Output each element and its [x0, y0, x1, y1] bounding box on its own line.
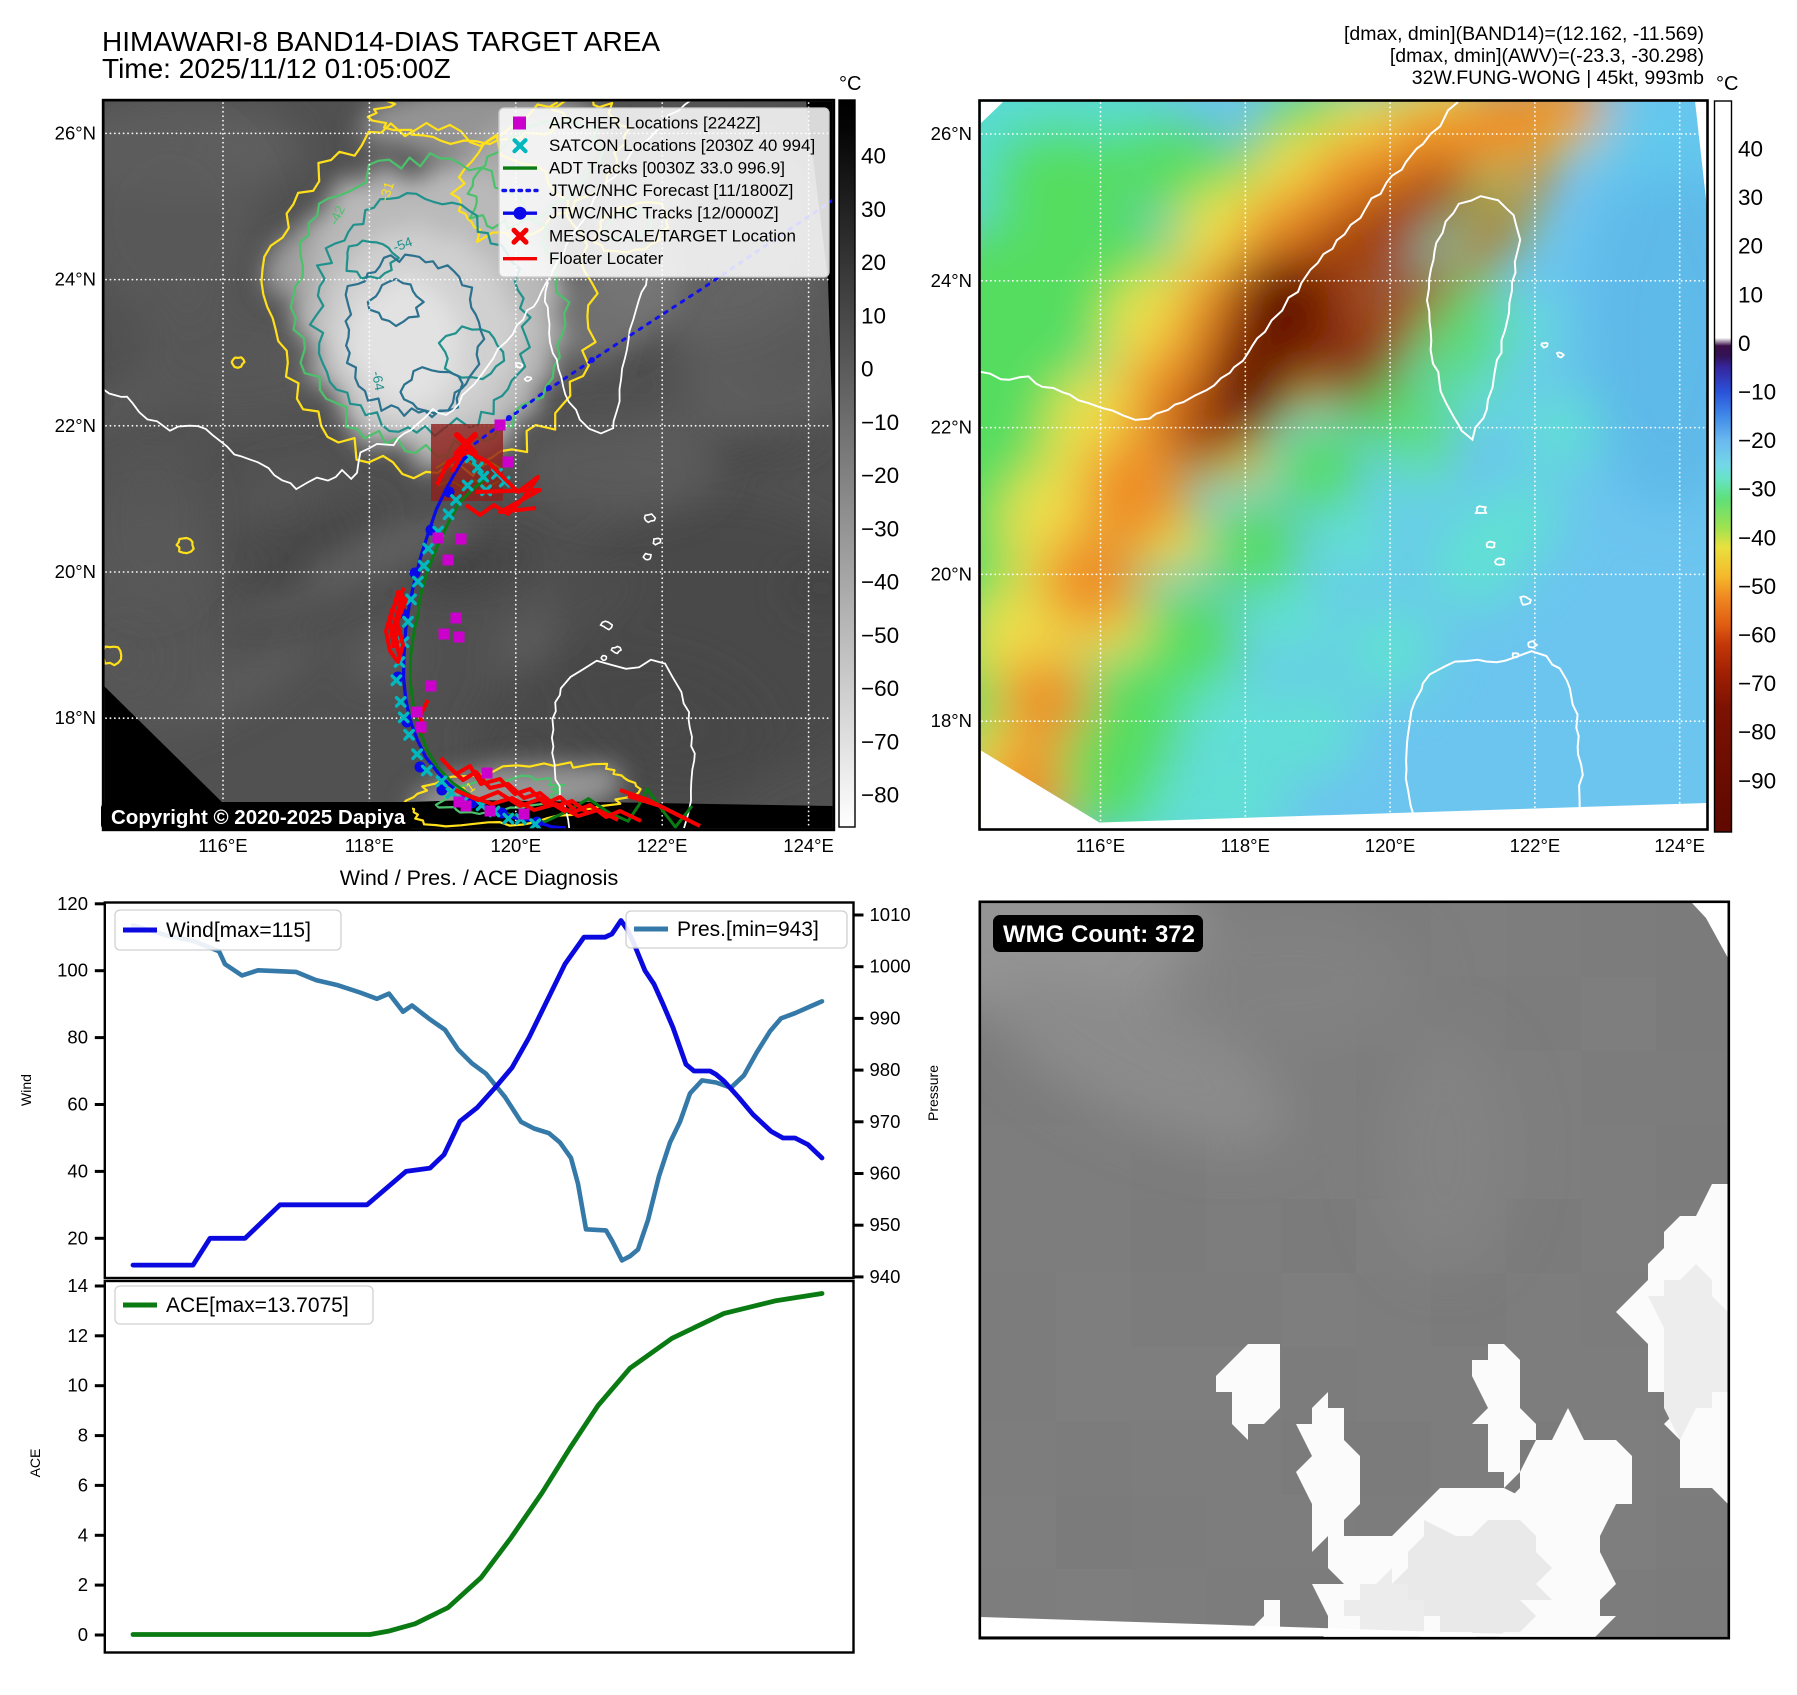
- svg-text:[dmax, dmin](AWV)=(-23.3, -30.: [dmax, dmin](AWV)=(-23.3, -30.298): [1390, 45, 1704, 67]
- svg-text:26°N: 26°N: [931, 123, 972, 144]
- svg-text:80: 80: [67, 1027, 88, 1048]
- svg-text:10: 10: [67, 1375, 88, 1396]
- svg-text:20: 20: [861, 250, 886, 275]
- svg-text:Copyright © 2020-2025 Dapiya: Copyright © 2020-2025 Dapiya: [111, 806, 406, 829]
- svg-text:20°N: 20°N: [55, 561, 96, 582]
- svg-text:Time: 2025/11/12 01:05:00Z: Time: 2025/11/12 01:05:00Z: [102, 53, 451, 84]
- svg-text:124°E: 124°E: [1654, 835, 1705, 856]
- svg-text:°C: °C: [1716, 73, 1738, 95]
- svg-text:122°E: 122°E: [1510, 835, 1561, 856]
- svg-text:Wind / Pres. / ACE Diagnosis: Wind / Pres. / ACE Diagnosis: [340, 866, 618, 890]
- svg-text:−70: −70: [861, 729, 899, 754]
- svg-text:0: 0: [861, 357, 874, 382]
- svg-text:ACE: ACE: [27, 1449, 43, 1478]
- svg-text:116°E: 116°E: [1076, 835, 1125, 856]
- svg-text:1000: 1000: [870, 956, 911, 977]
- svg-text:−30: −30: [861, 516, 899, 541]
- svg-text:20: 20: [67, 1227, 88, 1248]
- svg-text:12: 12: [67, 1325, 88, 1346]
- svg-text:980: 980: [870, 1059, 901, 1080]
- svg-text:118°E: 118°E: [345, 835, 394, 856]
- svg-text:60: 60: [67, 1094, 88, 1115]
- svg-text:20: 20: [1738, 234, 1763, 259]
- svg-text:Floater Locater: Floater Locater: [549, 249, 664, 268]
- svg-text:[dmax, dmin](BAND14)=(12.162,: [dmax, dmin](BAND14)=(12.162, -11.569): [1344, 23, 1704, 45]
- svg-text:0: 0: [78, 1624, 88, 1645]
- svg-text:10: 10: [1738, 282, 1763, 307]
- svg-text:−40: −40: [1738, 525, 1776, 550]
- svg-text:ACE[max=13.7075]: ACE[max=13.7075]: [166, 1294, 349, 1317]
- svg-text:120: 120: [57, 893, 88, 914]
- svg-text:0: 0: [1738, 331, 1751, 356]
- svg-text:−10: −10: [861, 410, 899, 435]
- svg-text:8: 8: [78, 1425, 88, 1446]
- svg-text:940: 940: [870, 1266, 901, 1287]
- svg-text:18°N: 18°N: [55, 707, 96, 728]
- svg-text:10: 10: [861, 303, 886, 328]
- svg-text:100: 100: [57, 960, 88, 981]
- svg-text:HIMAWARI-8 BAND14-DIAS TARGET: HIMAWARI-8 BAND14-DIAS TARGET AREA: [102, 26, 660, 57]
- svg-text:−10: −10: [1738, 380, 1776, 405]
- svg-text:30: 30: [861, 197, 886, 222]
- svg-text:20°N: 20°N: [931, 563, 972, 584]
- svg-text:−80: −80: [861, 783, 899, 808]
- svg-text:124°E: 124°E: [783, 835, 834, 856]
- svg-text:990: 990: [870, 1007, 901, 1028]
- svg-text:−60: −60: [1738, 623, 1776, 648]
- svg-text:116°E: 116°E: [198, 835, 247, 856]
- svg-text:122°E: 122°E: [637, 835, 688, 856]
- svg-text:32W.FUNG-WONG | 45kt, 993mb: 32W.FUNG-WONG | 45kt, 993mb: [1412, 67, 1704, 89]
- svg-text:4: 4: [78, 1524, 88, 1545]
- svg-text:−80: −80: [1738, 720, 1776, 745]
- svg-text:JTWC/NHC Forecast [11/1800Z]: JTWC/NHC Forecast [11/1800Z]: [549, 181, 793, 200]
- svg-text:950: 950: [870, 1214, 901, 1235]
- svg-text:40: 40: [67, 1160, 88, 1181]
- svg-text:−20: −20: [1738, 428, 1776, 453]
- svg-text:−90: −90: [1738, 768, 1776, 793]
- svg-text:22°N: 22°N: [55, 415, 96, 436]
- svg-text:MESOSCALE/TARGET Location: MESOSCALE/TARGET Location: [549, 227, 796, 246]
- svg-text:-42: -42: [326, 203, 348, 227]
- svg-text:−20: −20: [861, 463, 899, 488]
- svg-text:970: 970: [870, 1111, 901, 1132]
- svg-text:2: 2: [78, 1574, 88, 1595]
- svg-text:−50: −50: [1738, 574, 1776, 599]
- svg-text:120°E: 120°E: [490, 835, 541, 856]
- svg-text:−50: −50: [861, 623, 899, 648]
- svg-text:Wind[max=115]: Wind[max=115]: [166, 919, 311, 942]
- svg-text:Wind: Wind: [18, 1074, 34, 1106]
- svg-text:1010: 1010: [870, 904, 911, 925]
- svg-text:30: 30: [1738, 185, 1763, 210]
- svg-text:40: 40: [861, 144, 886, 169]
- svg-text:6: 6: [78, 1474, 88, 1495]
- svg-text:-54: -54: [391, 234, 415, 255]
- svg-text:18°N: 18°N: [931, 710, 972, 731]
- svg-text:Pres.[min=943]: Pres.[min=943]: [677, 918, 819, 941]
- svg-text:120°E: 120°E: [1365, 835, 1416, 856]
- svg-text:ADT Tracks [0030Z 33.0 996.9]: ADT Tracks [0030Z 33.0 996.9]: [549, 159, 785, 178]
- svg-text:ARCHER Locations [2242Z]: ARCHER Locations [2242Z]: [549, 114, 761, 133]
- svg-text:WMG Count: 372: WMG Count: 372: [1003, 921, 1195, 948]
- svg-text:−40: −40: [861, 570, 899, 595]
- svg-text:−60: −60: [861, 676, 899, 701]
- svg-text:−30: −30: [1738, 477, 1776, 502]
- svg-text:SATCON Locations [2030Z 40 994: SATCON Locations [2030Z 40 994]: [549, 136, 815, 155]
- svg-text:40: 40: [1738, 137, 1763, 162]
- svg-text:26°N: 26°N: [55, 122, 96, 143]
- svg-text:22°N: 22°N: [931, 417, 972, 438]
- svg-text:960: 960: [870, 1163, 901, 1184]
- svg-text:Pressure: Pressure: [925, 1065, 941, 1121]
- svg-text:24°N: 24°N: [55, 269, 96, 290]
- svg-text:−70: −70: [1738, 671, 1776, 696]
- svg-text:14: 14: [67, 1275, 88, 1296]
- svg-text:-31: -31: [377, 180, 397, 203]
- svg-text:°C: °C: [839, 73, 861, 95]
- svg-text:JTWC/NHC Tracks [12/0000Z]: JTWC/NHC Tracks [12/0000Z]: [549, 204, 779, 223]
- svg-text:-64: -64: [369, 370, 387, 392]
- svg-text:24°N: 24°N: [931, 270, 972, 291]
- svg-text:118°E: 118°E: [1221, 835, 1270, 856]
